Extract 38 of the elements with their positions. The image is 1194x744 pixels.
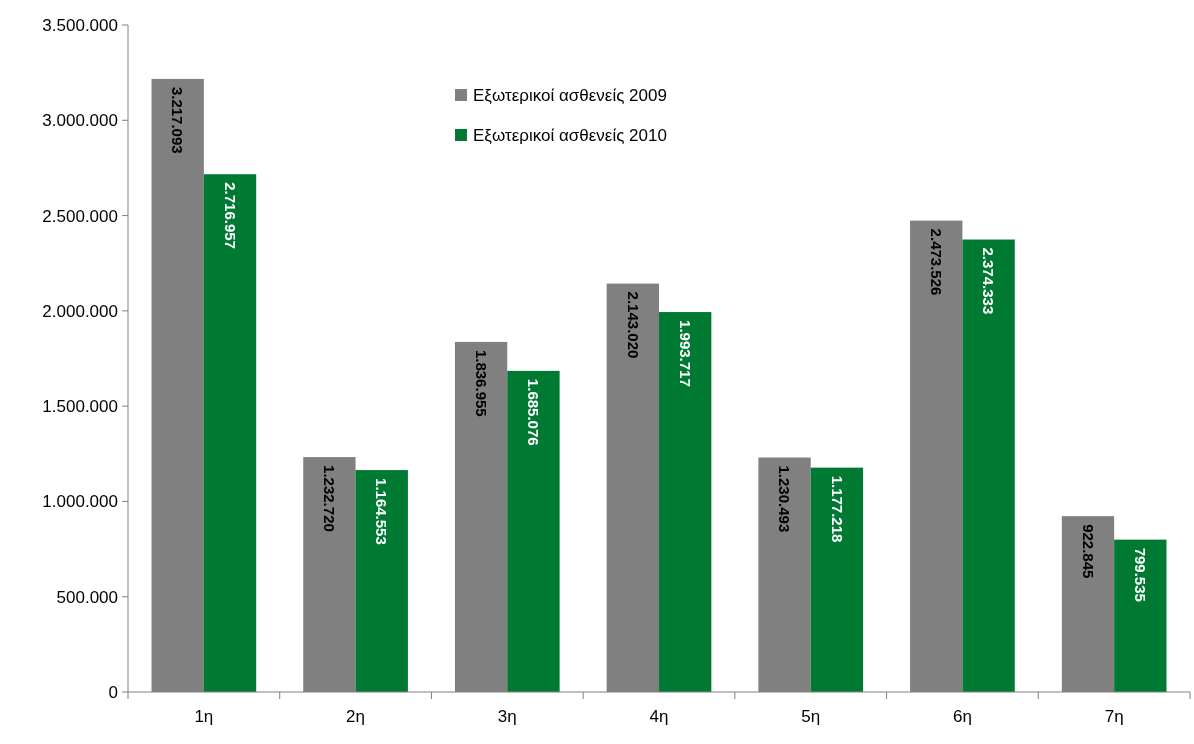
data-label: 922.845: [1079, 524, 1097, 579]
bar: [355, 470, 408, 692]
legend-label: Εξωτερικοί ασθενείς 2010: [473, 125, 667, 145]
data-label: 1.164.553: [373, 478, 391, 545]
x-tick-label: 4η: [649, 707, 669, 726]
y-tick-label: 2.500.000: [42, 206, 118, 226]
y-tick-label: 1.000.000: [42, 492, 118, 512]
bar: [507, 370, 560, 692]
x-tick-label: 6η: [952, 707, 972, 726]
data-label: 3.217.093: [169, 86, 187, 154]
data-label: 2.374.333: [980, 247, 998, 315]
x-tick-label: 5η: [801, 707, 821, 726]
data-label: 1.836.955: [472, 349, 490, 417]
y-tick-label: 0: [108, 682, 118, 702]
data-label: 2.143.020: [624, 291, 642, 359]
bar: [1114, 539, 1167, 692]
y-tick-label: 1.500.000: [42, 397, 118, 417]
data-label: 1.685.076: [525, 378, 543, 446]
bar: [203, 174, 257, 692]
x-tick-label: 3η: [497, 707, 517, 726]
data-label: 1.993.717: [676, 320, 694, 387]
bar: [810, 467, 864, 692]
data-label: 2.716.957: [221, 182, 239, 249]
data-label: 1.232.720: [321, 465, 339, 532]
bar: [659, 312, 712, 692]
data-label: 2.473.526: [928, 228, 946, 296]
data-label: 1.230.493: [776, 465, 794, 533]
data-label: 799.535: [1132, 547, 1150, 602]
x-tick-label: 1η: [194, 707, 214, 726]
x-tick-label: 2η: [346, 707, 366, 726]
y-tick-label: 500.000: [56, 587, 118, 607]
legend-label: Εξωτερικοί ασθενείς 2009: [473, 85, 667, 105]
y-tick-label: 3.500.000: [42, 15, 118, 35]
y-tick-label: 3.000.000: [42, 111, 118, 131]
x-tick-label: 7η: [1104, 707, 1124, 726]
bar: [962, 239, 1015, 692]
y-tick-label: 2.000.000: [42, 301, 118, 321]
data-label: 1.177.218: [828, 475, 846, 543]
